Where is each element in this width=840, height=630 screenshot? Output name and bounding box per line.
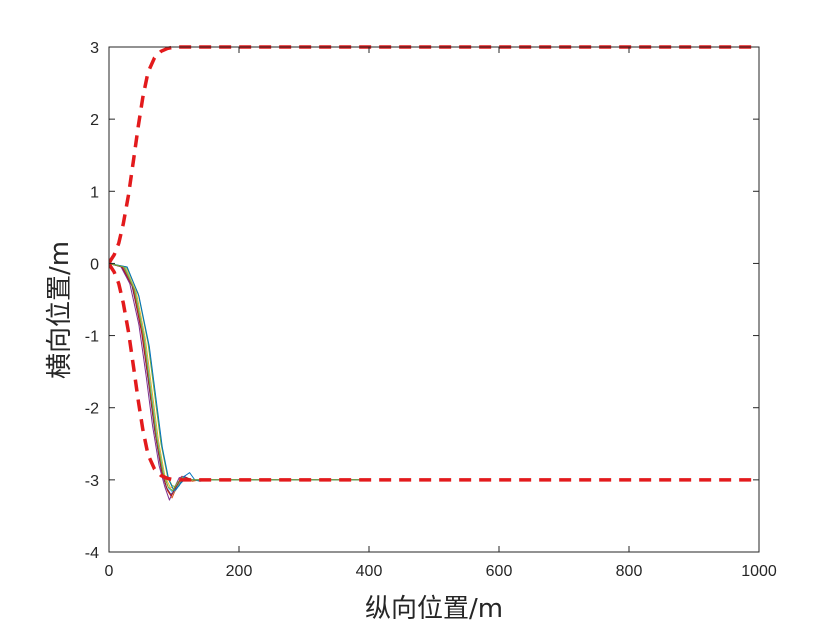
x-tick-label: 1000: [741, 563, 777, 580]
y-axis-label: 横向位置/m: [45, 241, 75, 379]
trajectory-line-9: [109, 262, 369, 492]
y-tick-label: -1: [85, 329, 99, 346]
plot-area: [109, 47, 759, 552]
y-tick-label: -2: [85, 401, 99, 418]
boundary-line-1: [109, 262, 759, 482]
y-tick-label: -4: [85, 545, 99, 562]
boundary-line-0: [109, 45, 759, 265]
x-axis-label: 纵向位置/m: [365, 594, 503, 624]
x-tick-label: 400: [356, 563, 383, 580]
x-tick-label: 0: [105, 563, 114, 580]
axes-layer: [108, 46, 760, 553]
x-tick-label: 200: [226, 563, 253, 580]
y-tick-label: -3: [85, 473, 99, 490]
y-tick-label: 2: [90, 112, 99, 129]
ticks-layer: 0 200 400 600 800 1000 3 2 1 0 -1 -2 -3 -4: [85, 40, 777, 580]
y-tick-label: 3: [90, 40, 99, 57]
y-tick-label: 0: [90, 256, 99, 273]
axes-box: [108, 46, 760, 553]
x-tick-label: 800: [616, 563, 643, 580]
boundary-layer: [109, 45, 759, 482]
plot-background: [109, 47, 759, 552]
x-tick-label: 600: [486, 563, 513, 580]
y-tick-label: 1: [90, 184, 99, 201]
